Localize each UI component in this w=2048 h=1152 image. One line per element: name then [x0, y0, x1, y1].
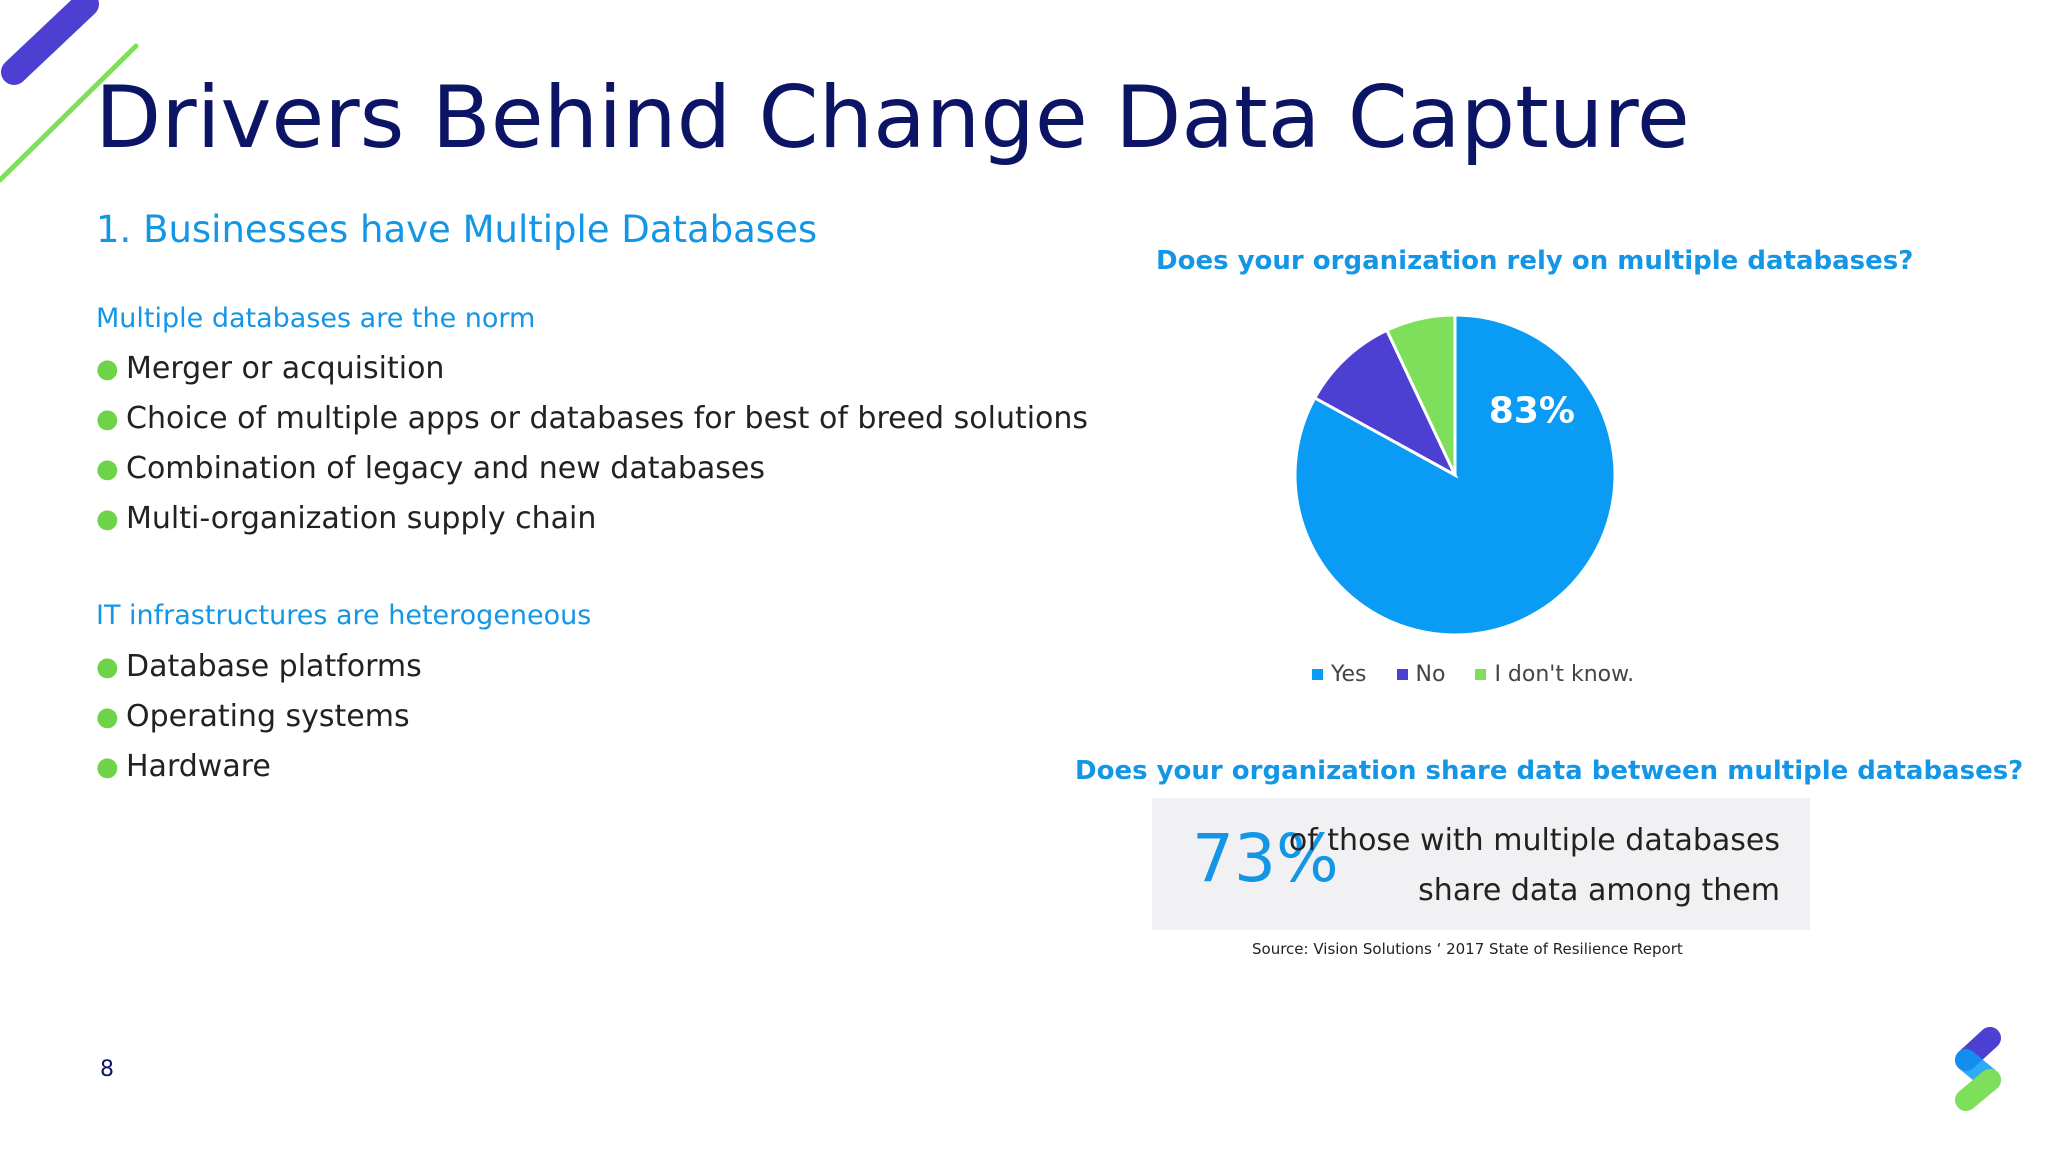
list-item: ● Hardware [96, 742, 422, 792]
page-subtitle: 1. Businesses have Multiple Databases [96, 208, 818, 251]
corner-decoration [0, 0, 139, 183]
legend-item-no: No [1396, 662, 1446, 687]
pie-chart: 83% [1280, 300, 1630, 650]
bullet-text: Multi-organization supply chain [126, 501, 597, 536]
bullet-text: Database platforms [126, 649, 422, 684]
bullet-text: Combination of legacy and new databases [126, 451, 765, 486]
legend-swatch-yes [1312, 669, 1323, 680]
list-item: ● Choice of multiple apps or databases fo… [96, 394, 1088, 444]
stat-value: 73% [1192, 820, 1339, 897]
pie-slice-dont-know [1384, 313, 1457, 476]
pie-slice-no [1312, 328, 1459, 479]
bullet-dot-icon: ● [96, 504, 119, 534]
bullet-dot-icon: ● [96, 652, 119, 682]
pie-data-label-yes: 83% [1489, 390, 1575, 431]
stat-line-2: share data among them [1418, 873, 1780, 908]
legend-label-dont-know: I don't know. [1494, 662, 1635, 687]
corner-blue-stroke [1, 0, 99, 85]
chart-title: Does your organization rely on multiple … [1156, 246, 1914, 276]
bullet-dot-icon: ● [96, 454, 119, 484]
bullet-dot-icon: ● [96, 404, 119, 434]
section-heading-norm: Multiple databases are the norm [96, 303, 536, 334]
legend-label-no: No [1415, 662, 1446, 687]
stat-description: of those with multiple databases share d… [1289, 816, 1780, 916]
bullet-dot-icon: ● [96, 702, 119, 732]
page-number: 8 [100, 1057, 114, 1082]
bullet-text: Operating systems [126, 699, 410, 734]
legend-item-yes: Yes [1312, 662, 1367, 687]
list-item: ● Combination of legacy and new databases [96, 444, 1088, 494]
list-item: ● Database platforms [96, 642, 422, 692]
corner-green-stroke [0, 43, 139, 183]
legend-swatch-no [1396, 669, 1408, 680]
bullet-text: Merger or acquisition [126, 351, 445, 386]
stat-question: Does your organization share data betwee… [1075, 756, 2024, 786]
bullet-list-norm: ● Merger or acquisition ● Choice of multip… [96, 344, 1088, 544]
list-item: ● Operating systems [96, 692, 422, 742]
bullet-text: Hardware [126, 749, 271, 784]
page-title: Drivers Behind Change Data Capture [95, 68, 1690, 168]
source-note: Source: Vision Solutions ‘ 2017 State of… [1252, 940, 1683, 958]
legend-swatch-dont-know [1475, 669, 1487, 680]
bullet-text: Choice of multiple apps or databases for… [126, 401, 1089, 436]
brand-logo [1955, 1027, 2001, 1111]
bullet-dot-icon: ● [96, 752, 119, 782]
pie-chart-svg: 83% [1293, 313, 1617, 637]
stat-line-1: of those with multiple databases [1288, 823, 1780, 858]
legend-label-yes: Yes [1331, 662, 1367, 687]
bullet-list-heterogeneous: ● Database platforms ● Operating systems ●… [96, 642, 422, 792]
list-item: ● Merger or acquisition [96, 344, 1088, 394]
chart-legend: Yes No I don't know. [1312, 662, 1634, 687]
bullet-dot-icon: ● [96, 354, 119, 384]
legend-item-dont-know: I don't know. [1475, 662, 1634, 687]
logo-green-stroke [1955, 1069, 2001, 1111]
list-item: ● Multi-organization supply chain [96, 494, 1088, 544]
section-heading-heterogeneous: IT infrastructures are heterogeneous [96, 600, 592, 631]
stat-callout: 73% of those with multiple databases sha… [1152, 798, 1810, 930]
